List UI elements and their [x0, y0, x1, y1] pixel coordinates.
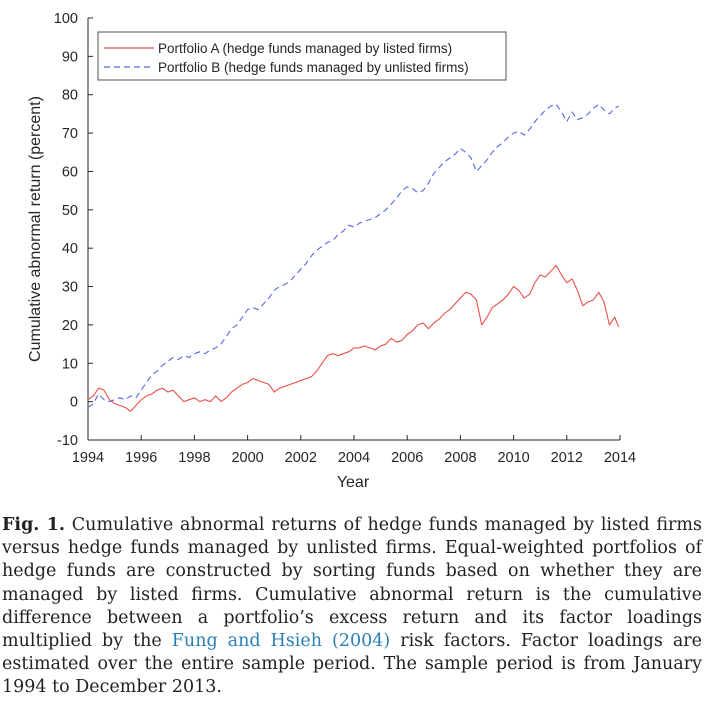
legend: Portfolio A (hedge funds managed by list…: [97, 31, 507, 81]
y-tick-label: 80: [62, 88, 78, 104]
x-tick-label: 2004: [338, 450, 370, 466]
line-chart: -10 0 10 20 30 40 50 60 70 80 90 100 1994 1996 1998 200…: [27, 11, 636, 491]
y-tick-label: 10: [62, 356, 78, 372]
x-tick-label: 2006: [391, 450, 423, 466]
x-axis-label: Year: [337, 474, 370, 491]
caption-text-end: risk factors. Factor loadings are estima…: [2, 631, 703, 698]
x-tick-label: 1998: [178, 450, 210, 466]
x-tick-label: 2008: [444, 450, 476, 466]
y-tick-label: 90: [62, 49, 78, 65]
y-tick-label: 40: [62, 241, 78, 257]
y-tick-label: 100: [54, 11, 78, 27]
x-tick-label: 1996: [125, 450, 157, 466]
legend-label: Portfolio B (hedge funds managed by unli…: [158, 60, 469, 75]
y-axis-label: Cumulative abnormal return (percent): [27, 96, 44, 362]
y-tick-label: 50: [62, 203, 78, 219]
figure-caption: Fig. 1. Cumulative abnormal returns of h…: [2, 514, 702, 700]
x-tick-label: 2002: [285, 450, 317, 466]
figure: -10 0 10 20 30 40 50 60 70 80 90 100 1994 1996 1998 200…: [27, 11, 636, 491]
series-layer: [87, 103, 620, 412]
x-tick-label: 2014: [604, 450, 636, 466]
y-tick-label: 70: [62, 126, 78, 142]
y-tick-label: 60: [62, 164, 78, 180]
caption-text: Cumulative abnormal returns of hedge fun…: [2, 515, 702, 652]
y-tick-label: 20: [62, 318, 78, 334]
x-tick-label: 2012: [551, 450, 583, 466]
x-tick-label: 2000: [231, 450, 263, 466]
y-tick-label: 0: [70, 395, 78, 411]
legend-label: Portfolio A (hedge funds managed by list…: [158, 41, 452, 56]
x-tick-label: 2010: [497, 450, 529, 466]
caption-label: Fig. 1.: [2, 515, 65, 535]
y-tick-label: -10: [57, 433, 78, 449]
axes: -10 0 10 20 30 40 50 60 70 80 90 100 1994 1996 1998 200…: [54, 11, 636, 466]
y-tick-label: 30: [62, 280, 78, 296]
series-line-portfolio-b: [87, 103, 619, 408]
x-tick-label: 1994: [72, 450, 104, 466]
caption-reference-link[interactable]: Fung and Hsieh (2004): [171, 631, 391, 652]
series-line-portfolio-a: [87, 264, 620, 412]
legend-box: [97, 31, 507, 81]
